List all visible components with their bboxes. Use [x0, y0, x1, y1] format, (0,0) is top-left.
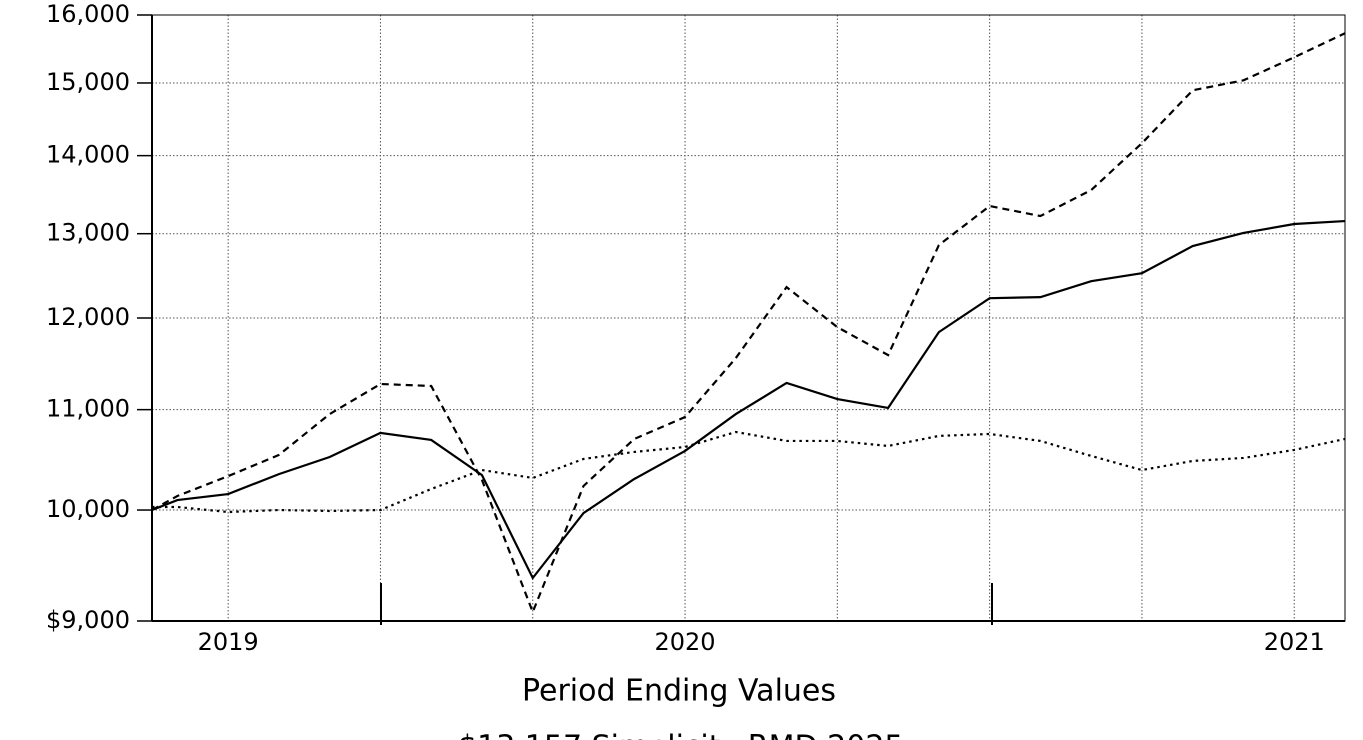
- y-tick-label: 12,000: [46, 303, 130, 331]
- series-line: [151, 219, 1346, 581]
- x-tick-label: 2019: [198, 628, 259, 656]
- series-line: [151, 32, 1346, 616]
- legend-label: $13,157 Simplicity RMD 2025: [458, 730, 904, 740]
- y-tick-label: 13,000: [46, 219, 130, 247]
- series-line: [152, 430, 1346, 514]
- y-tick-label: 14,000: [46, 141, 130, 169]
- y-tick-label: 11,000: [46, 395, 130, 423]
- chart-title: Period Ending Values: [522, 674, 836, 709]
- y-tick-label: $9,000: [46, 606, 130, 634]
- x-tick-label: 2020: [655, 628, 716, 656]
- x-tick-label: 2021: [1264, 628, 1325, 656]
- y-tick-label: 15,000: [46, 68, 130, 96]
- y-tick-label: 10,000: [46, 495, 130, 523]
- y-tick-label: 16,000: [46, 0, 130, 28]
